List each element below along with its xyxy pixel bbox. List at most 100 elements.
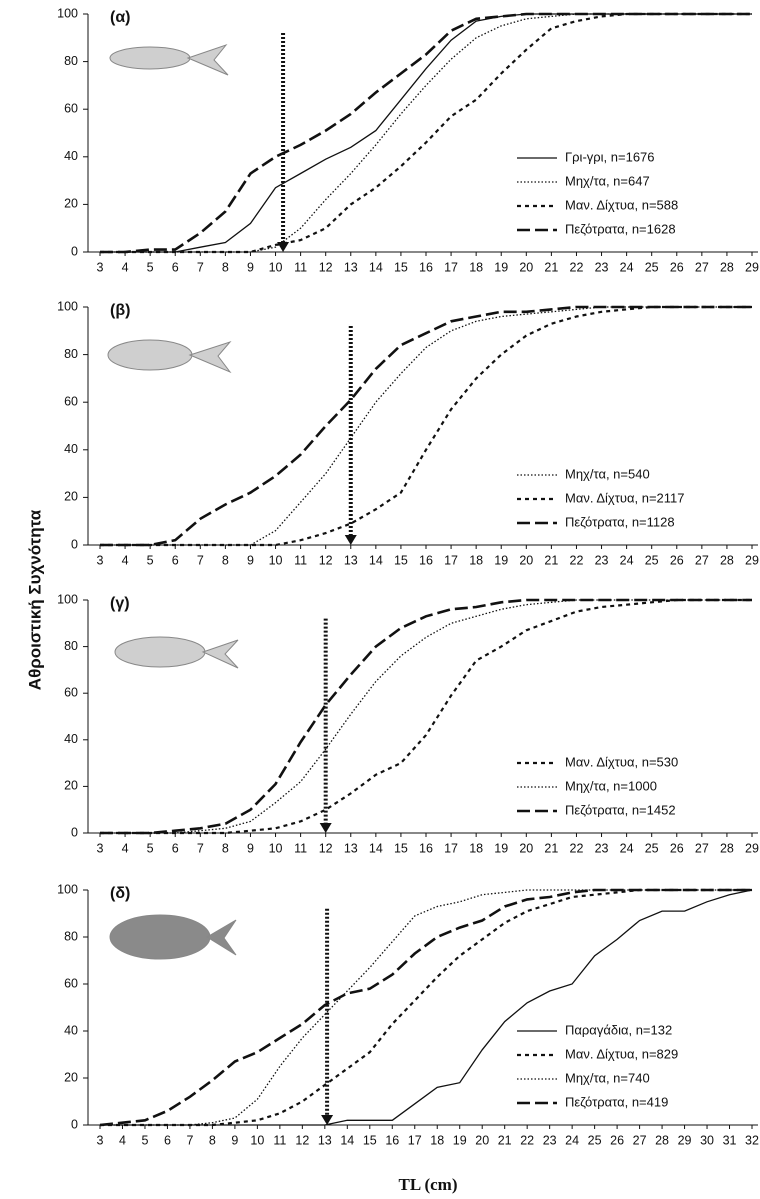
x-tick-label: 23: [595, 841, 609, 855]
x-tick-label: 7: [197, 260, 204, 274]
y-tick-label: 60: [64, 976, 78, 990]
series-line: [100, 305, 752, 547]
x-tick-label: 22: [570, 841, 584, 855]
series-line: [100, 306, 752, 546]
y-tick-label: 80: [64, 639, 78, 653]
x-tick-label: 20: [519, 841, 533, 855]
x-tick-label: 7: [186, 1133, 193, 1147]
x-tick-label: 12: [295, 1133, 309, 1147]
series-line: [100, 12, 752, 254]
x-tick-label: 31: [723, 1133, 737, 1147]
x-tick-label: 6: [172, 841, 179, 855]
y-tick-label: 20: [64, 197, 78, 211]
panel-label: (α): [110, 9, 131, 26]
x-tick-label: 27: [633, 1133, 647, 1147]
series-line: [99, 888, 752, 1127]
x-tick-label: 17: [444, 841, 458, 855]
x-tick-label: 9: [247, 841, 254, 855]
y-tick-label: 20: [64, 490, 78, 504]
y-tick-label: 0: [71, 537, 78, 551]
legend-label: Μηχ/τα, n=647: [565, 173, 650, 188]
arrow-head: [344, 535, 357, 545]
x-tick-label: 28: [720, 553, 734, 567]
panel-label: (δ): [110, 885, 130, 902]
x-tick-label: 3: [97, 260, 104, 274]
x-tick-label: 19: [453, 1133, 467, 1147]
x-tick-label: 4: [122, 553, 129, 567]
y-tick-label: 0: [71, 1117, 78, 1131]
x-tick-label: 27: [695, 553, 709, 567]
x-tick-label: 10: [269, 841, 283, 855]
x-tick-label: 19: [494, 260, 508, 274]
x-tick-label: 9: [231, 1133, 238, 1147]
x-tick-label: 12: [319, 841, 333, 855]
x-tick-label: 14: [340, 1133, 354, 1147]
x-tick-label: 12: [319, 553, 333, 567]
x-tick-label: 7: [197, 553, 204, 567]
legend-label: Γρι-γρι, n=1676: [565, 149, 655, 164]
x-tick-label: 11: [294, 553, 307, 567]
x-tick-label: 13: [344, 841, 358, 855]
y-axis-label: Αθροιστική Συχνότητα: [25, 509, 44, 690]
x-tick-label: 14: [369, 841, 383, 855]
x-tick-label: 22: [570, 553, 584, 567]
x-tick-label: 9: [247, 260, 254, 274]
series-line: [100, 12, 752, 254]
x-tick-label: 17: [408, 1133, 422, 1147]
x-tick-label: 22: [570, 260, 584, 274]
x-tick-label: 12: [319, 260, 333, 274]
x-tick-label: 20: [519, 260, 533, 274]
y-tick-label: 0: [71, 825, 78, 839]
x-tick-label: 28: [655, 1133, 669, 1147]
x-tick-label: 29: [745, 553, 759, 567]
x-tick-label: 5: [141, 1133, 148, 1147]
x-tick-label: 16: [419, 260, 433, 274]
x-tick-label: 11: [294, 260, 307, 274]
series-line: [100, 598, 752, 835]
series-line: [100, 889, 753, 1126]
x-tick-label: 24: [565, 1133, 579, 1147]
x-tick-label: 21: [544, 553, 558, 567]
x-tick-label: 16: [419, 553, 433, 567]
arrow-head: [319, 823, 332, 833]
x-tick-label: 26: [670, 553, 684, 567]
x-tick-label: 17: [444, 260, 458, 274]
y-tick-label: 0: [71, 244, 78, 258]
x-tick-label: 29: [745, 260, 759, 274]
x-tick-label: 7: [197, 841, 204, 855]
x-tick-label: 5: [147, 553, 154, 567]
x-tick-label: 28: [720, 260, 734, 274]
x-tick-label: 5: [147, 260, 154, 274]
x-tick-label: 23: [543, 1133, 557, 1147]
x-tick-label: 20: [475, 1133, 489, 1147]
y-tick-label: 100: [57, 592, 78, 606]
x-tick-label: 23: [595, 260, 609, 274]
y-tick-label: 60: [64, 394, 78, 408]
x-tick-label: 15: [363, 1133, 377, 1147]
x-tick-label: 11: [273, 1133, 286, 1147]
y-tick-label: 100: [57, 299, 78, 313]
arrow-head: [277, 242, 290, 252]
x-tick-label: 15: [394, 841, 408, 855]
x-tick-label: 13: [344, 553, 358, 567]
x-tick-label: 29: [678, 1133, 692, 1147]
y-tick-label: 40: [64, 1023, 78, 1037]
x-tick-label: 24: [620, 260, 634, 274]
x-tick-label: 6: [172, 553, 179, 567]
x-tick-label: 27: [695, 841, 709, 855]
series-line: [100, 599, 752, 834]
legend-label: Παραγάδια, n=132: [565, 1022, 672, 1037]
x-tick-label: 6: [164, 1133, 171, 1147]
x-tick-label: 10: [250, 1133, 264, 1147]
x-tick-label: 27: [695, 260, 709, 274]
legend-label: Μαν. Δίχτυα, n=530: [565, 754, 678, 769]
y-tick-label: 20: [64, 779, 78, 793]
x-tick-label: 4: [119, 1133, 126, 1147]
x-tick-label: 6: [172, 260, 179, 274]
legend-label: Μηχ/τα, n=740: [565, 1070, 650, 1085]
x-tick-label: 10: [269, 553, 283, 567]
x-tick-label: 21: [498, 1133, 512, 1147]
y-tick-label: 40: [64, 149, 78, 163]
legend-label: Μαν. Δίχτυα, n=588: [565, 197, 678, 212]
